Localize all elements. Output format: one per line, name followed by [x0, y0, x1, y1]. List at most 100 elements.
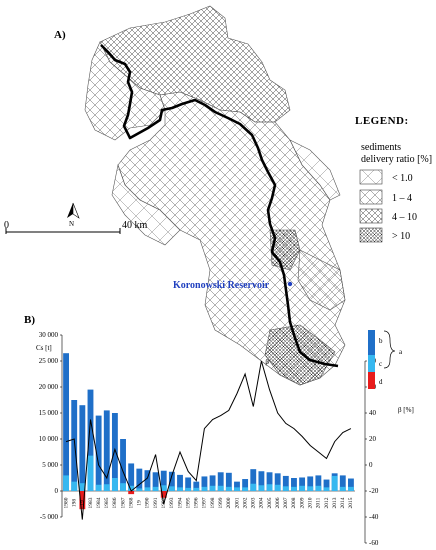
bar-b [136, 468, 143, 491]
scale-bar: 0 40 km [4, 220, 148, 234]
north-arrow-icon: N [67, 202, 80, 228]
x-tick-label: 1986 [112, 497, 118, 508]
x-tick-label: 2013 [332, 497, 338, 508]
left-axis-label: Cs [t] [36, 344, 52, 352]
bar-b [177, 474, 183, 491]
bar-c [152, 486, 159, 491]
legend-swatch-2 [359, 189, 383, 205]
legend-swatch-d [368, 372, 375, 389]
panel-a-label: A) [54, 29, 66, 41]
left-tick-label: -5 000 [40, 513, 59, 521]
x-tick-label: 1996 [194, 497, 200, 508]
bar-b [234, 481, 240, 491]
x-tick-label: 2008 [291, 497, 297, 508]
bar-b [250, 469, 257, 491]
bar-b [128, 463, 135, 491]
bar-c [331, 475, 338, 491]
right-tick-label: 0 [369, 461, 373, 469]
scale-end: 40 km [122, 220, 148, 231]
legend-swatch-3 [359, 208, 383, 224]
bar-b [87, 389, 94, 491]
left-tick-label: 5 000 [42, 461, 58, 469]
x-tick-label: 2002 [242, 497, 248, 508]
bar-c [258, 485, 265, 491]
x-tick-label: 2009 [299, 497, 305, 508]
x-axis-ticks: 1980 198 19 1983 1984 1985 1986 1987 1988 19 1990 1… [63, 497, 354, 508]
sediment-chart: 30 000 25 000 20 000 15 000 10 000 5 000 0 -5 0… [36, 331, 414, 547]
bar-c [63, 475, 69, 491]
bar-c [274, 484, 281, 491]
bar-b [274, 473, 281, 491]
x-tick-label: 1990 [145, 497, 151, 508]
bar-c [71, 481, 78, 491]
north-label: N [69, 220, 74, 228]
x-tick-label: 2012 [324, 497, 330, 508]
bar-b [266, 472, 273, 491]
bar-b [144, 470, 151, 491]
x-tick-label: 1985 [104, 497, 110, 508]
map-region-light-3 [297, 249, 346, 311]
legend-label-c: c [379, 360, 382, 368]
bar-c [160, 485, 167, 491]
beta-line [65, 360, 352, 520]
x-tick-label: 1993 [169, 497, 175, 508]
right-tick-label: 40 [369, 409, 377, 417]
x-tick-label: 2006 [275, 497, 281, 508]
legend-swatch-1 [359, 169, 383, 185]
left-tick-label: 20 000 [39, 383, 59, 391]
bar-c [282, 486, 289, 491]
bar-b [160, 470, 167, 491]
bar-c [250, 483, 257, 491]
bar-b [258, 471, 265, 491]
legend-label-d: d [379, 378, 383, 386]
bar-c [315, 485, 322, 491]
bar-c [193, 487, 200, 491]
bar-series [63, 353, 354, 510]
x-tick-label: 1988 [128, 497, 134, 508]
bar-d [160, 491, 167, 498]
legend-brace-icon [383, 330, 396, 369]
x-tick-label: 1991 [153, 497, 159, 508]
x-tick-label: 1994 [177, 497, 183, 508]
x-tick-label: 1987 [120, 497, 126, 508]
bar-b [291, 478, 297, 491]
x-tick-label: 2003 [251, 497, 257, 508]
bar-b [111, 413, 118, 491]
bar-b [168, 471, 175, 491]
bar-c [185, 487, 192, 491]
reservoir-marker [287, 281, 293, 287]
bar-b [299, 477, 306, 491]
map-region-light-1 [111, 163, 181, 246]
bar-b [307, 476, 314, 491]
legend-class-3: 4 – 10 [392, 212, 417, 223]
legend-class-1: < 1.0 [392, 173, 413, 184]
left-tick-label: 25 000 [39, 357, 59, 365]
bar-b [282, 475, 289, 491]
bar-c [87, 455, 94, 491]
legend-title: LEGEND: [355, 115, 409, 127]
river-line [100, 44, 339, 368]
bar-b [120, 439, 126, 491]
left-tick-label: 30 000 [39, 331, 59, 339]
map-region-west [84, 41, 166, 141]
legend-class-2: 1 – 4 [392, 193, 412, 204]
x-tick-label: 1992 [161, 497, 167, 508]
map-region-light-2 [289, 139, 341, 201]
x-tick-label: 1984 [96, 497, 102, 508]
bar-c [177, 487, 183, 491]
bar-c [201, 486, 208, 491]
chart-legend: b c d a [368, 330, 403, 389]
map-region-dense-south [264, 324, 336, 386]
x-tick-label: 2011 [316, 497, 322, 508]
bar-b [201, 476, 208, 491]
bar-d [128, 491, 135, 495]
x-tick-label: 2015 [348, 497, 354, 508]
bar-b [315, 475, 322, 491]
x-tick-label: 2005 [267, 497, 273, 508]
legend-swatch-c [368, 355, 375, 372]
x-tick-label: 2004 [259, 497, 265, 508]
bar-c [111, 478, 118, 491]
beta-annotation: β [265, 358, 269, 366]
bar-c [209, 485, 216, 491]
legend-swatch-b [368, 330, 375, 355]
